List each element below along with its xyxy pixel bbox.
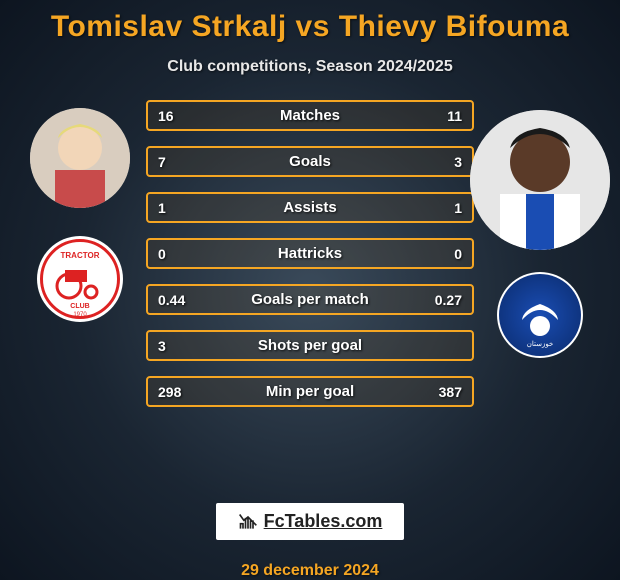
left-player-column: TRACTOR CLUB 1970 [20, 100, 140, 322]
stat-label: Min per goal [266, 383, 354, 400]
stat-label: Goals per match [251, 291, 369, 308]
stat-right-value: 0 [454, 246, 462, 262]
player-2-club-logo: خوزستان [497, 272, 583, 358]
stat-right-value: 387 [439, 384, 462, 400]
stat-left-value: 1 [158, 200, 166, 216]
stat-left-value: 3 [158, 338, 166, 354]
stat-row-shots-per-goal: 3 Shots per goal [146, 330, 474, 361]
stat-left-value: 16 [158, 108, 174, 124]
stat-row-goals: 7 Goals 3 [146, 146, 474, 177]
stat-right-value: 11 [447, 108, 462, 124]
player-1-face-icon [30, 108, 130, 208]
stat-right-value: 1 [454, 200, 462, 216]
comparison-area: TRACTOR CLUB 1970 16 Matches 11 7 Goals … [0, 100, 620, 491]
page-subtitle: Club competitions, Season 2024/2025 [167, 58, 452, 76]
esteghlal-logo-icon: خوزستان [497, 272, 583, 358]
player-1-photo [30, 108, 130, 208]
stat-label: Hattricks [278, 245, 342, 262]
stat-label: Shots per goal [258, 337, 362, 354]
stat-left-value: 298 [158, 384, 181, 400]
stat-label: Goals [289, 153, 331, 170]
brand-text: FcTables.com [264, 511, 383, 532]
stat-right-value: 3 [454, 154, 462, 170]
right-player-column: خوزستان [480, 100, 600, 358]
brand-link[interactable]: FcTables.com [216, 503, 405, 540]
stat-row-assists: 1 Assists 1 [146, 192, 474, 223]
player-2-face-icon [470, 110, 610, 250]
stat-left-value: 7 [158, 154, 166, 170]
infographic-root: Tomislav Strkalj vs Thievy Bifouma Club … [0, 0, 620, 580]
stat-left-value: 0 [158, 246, 166, 262]
stats-bars: 16 Matches 11 7 Goals 3 1 Assists 1 0 Ha… [140, 100, 480, 407]
stat-row-goals-per-match: 0.44 Goals per match 0.27 [146, 284, 474, 315]
stat-row-min-per-goal: 298 Min per goal 387 [146, 376, 474, 407]
stat-right-value: 0.27 [435, 292, 462, 308]
stat-label: Matches [280, 107, 340, 124]
date-text: 29 december 2024 [241, 562, 379, 580]
svg-text:خوزستان: خوزستان [527, 340, 554, 348]
stat-row-matches: 16 Matches 11 [146, 100, 474, 131]
player-1-club-logo: TRACTOR CLUB 1970 [37, 236, 123, 322]
stat-left-value: 0.44 [158, 292, 185, 308]
stat-label: Assists [283, 199, 336, 216]
stat-row-hattricks: 0 Hattricks 0 [146, 238, 474, 269]
player-2-photo [470, 110, 610, 250]
page-title: Tomislav Strkalj vs Thievy Bifouma [51, 10, 569, 44]
chart-icon [238, 512, 258, 532]
